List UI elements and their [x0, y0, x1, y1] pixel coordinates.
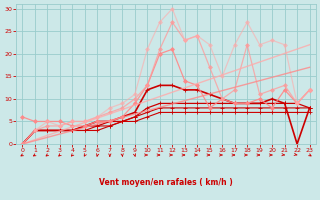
X-axis label: Vent moyen/en rafales ( km/h ): Vent moyen/en rafales ( km/h ) — [99, 178, 233, 187]
